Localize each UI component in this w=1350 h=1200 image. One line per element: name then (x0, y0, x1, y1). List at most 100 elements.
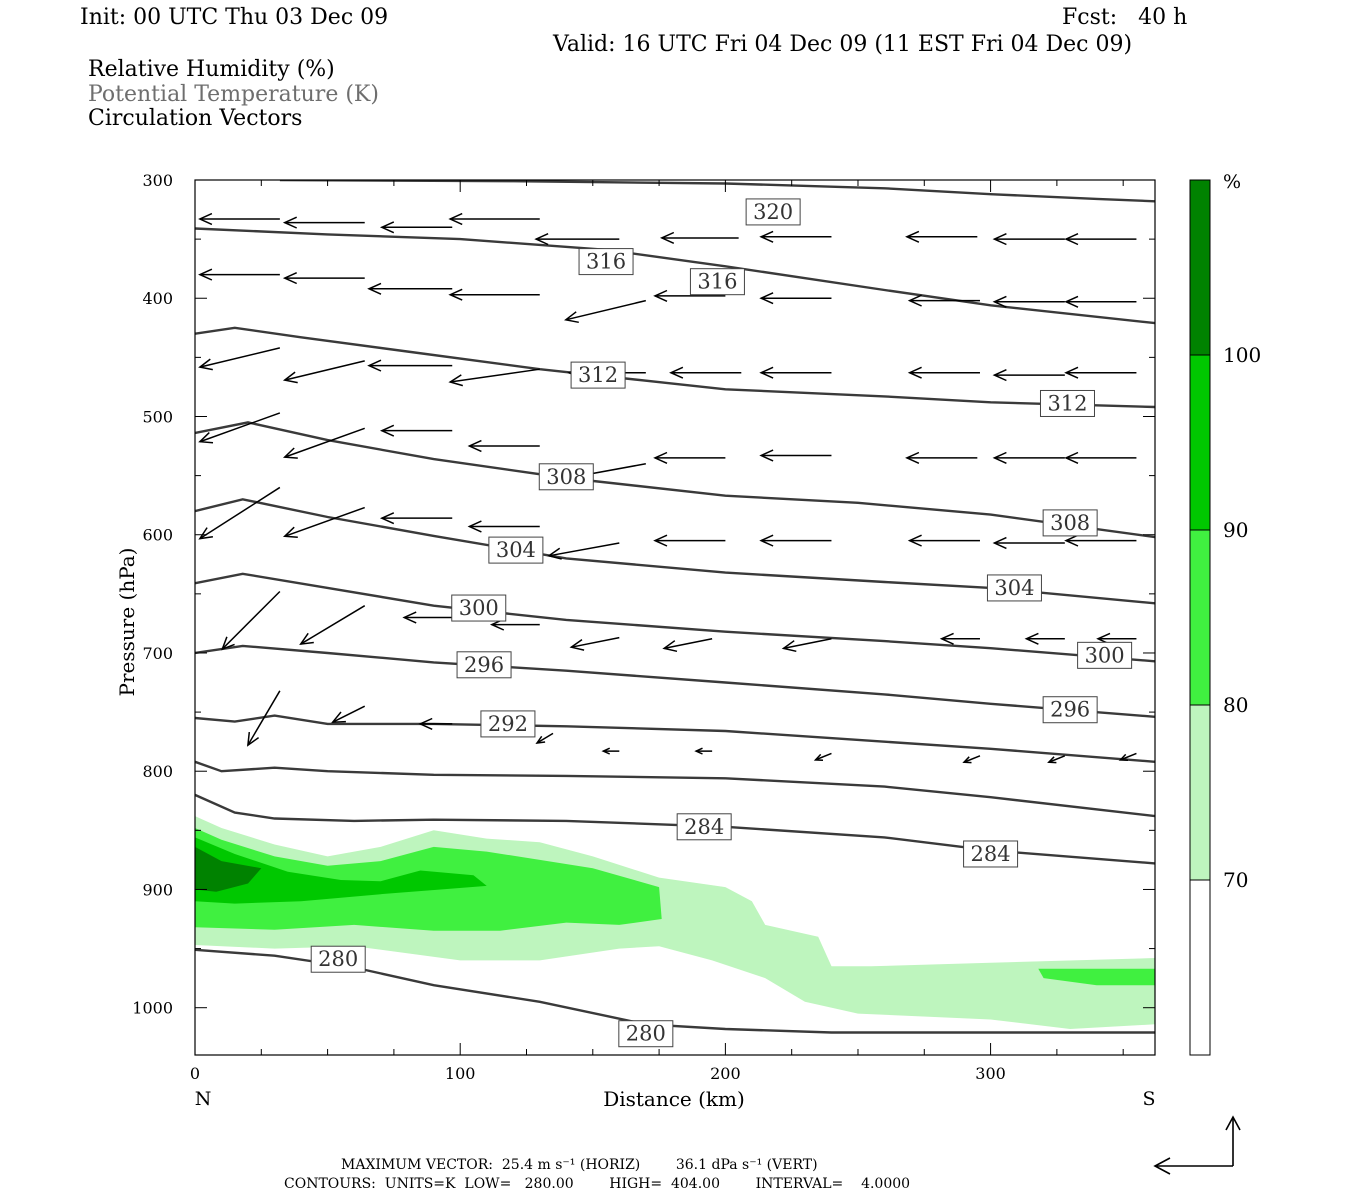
theta-contour-284 (195, 793, 1155, 865)
colorbar-label: 80 (1223, 693, 1248, 717)
vector-shaft (284, 360, 365, 381)
contour-label-box (310, 945, 366, 973)
vector-arrow (992, 451, 1065, 464)
vector-arrow (653, 289, 726, 302)
vector-head (694, 747, 703, 755)
y-tick-label: 900 (142, 880, 173, 899)
vector-head (759, 292, 774, 305)
vector-arrow (907, 294, 980, 307)
vector-head (1024, 632, 1039, 645)
vector-arrow (992, 295, 1065, 308)
theta-contour-316 (195, 227, 1155, 325)
y-tick-label: 500 (142, 407, 173, 426)
vector-head (653, 289, 668, 302)
vector-head (992, 295, 1007, 308)
vector-arrow (367, 282, 453, 295)
contour-label-box (570, 361, 626, 389)
vector-head (246, 732, 260, 747)
vector-shaft (300, 605, 366, 645)
vector-arrow (379, 512, 453, 525)
contour-label-box (689, 268, 745, 296)
vector-arrow (992, 536, 1065, 550)
contour-label: 304 (994, 576, 1034, 600)
contour-label-box (676, 813, 732, 841)
x-tick-label: 100 (445, 1064, 476, 1083)
vector-head (759, 449, 774, 462)
vector-arrow (1064, 295, 1137, 308)
axis-ticks: 300 400 500 600 700 800 900 1000 0 100 200 300 (132, 171, 1155, 1083)
vector-head (282, 272, 298, 285)
colorbar-unit: % (1223, 171, 1241, 193)
vector-arrow (759, 230, 832, 243)
legend-theta: Potential Temperature (K) (88, 82, 379, 107)
vector-arrow (418, 717, 453, 730)
vector-head (402, 611, 417, 624)
contour-label: 316 (586, 250, 626, 274)
circulation-vectors (198, 212, 1137, 764)
vector-arrow (299, 605, 366, 646)
contour-label: 308 (546, 465, 586, 489)
vector-arrow (448, 212, 540, 226)
theta-contour-320 (279, 180, 1155, 203)
contour-label-box (1077, 641, 1133, 669)
vector-head (1064, 451, 1079, 464)
y-tick-label: 800 (142, 762, 173, 781)
vector-head (418, 717, 433, 730)
y-tick-label: 700 (142, 644, 173, 663)
vector-arrow (331, 705, 366, 724)
vector-shaft (536, 732, 554, 744)
contour-label: 292 (488, 712, 528, 736)
vector-arrow (467, 520, 540, 533)
contour-label: 300 (459, 596, 499, 620)
vector-head (299, 632, 314, 646)
vector-arrow (379, 221, 453, 234)
vector-head (653, 451, 668, 464)
vector-arrow (905, 230, 978, 243)
vector-head (569, 638, 585, 651)
vector-head (448, 212, 463, 226)
vector-head (907, 366, 922, 379)
vector-head (367, 359, 382, 372)
contour-label-box (745, 198, 801, 226)
north-marker: N (195, 1088, 212, 1110)
x-tick-label: 0 (190, 1064, 200, 1083)
contour-label: 304 (496, 538, 536, 562)
theta-contour-304 (195, 498, 1155, 605)
vector-head (379, 512, 395, 525)
vector-arrow (759, 366, 832, 379)
contour-label-box (1042, 509, 1098, 537)
theta-contour-280 (195, 948, 1155, 1034)
vector-arrow (448, 368, 540, 387)
vector-head (282, 447, 298, 459)
vector-head (653, 534, 668, 547)
vector-arrow (1064, 366, 1137, 379)
contour-label-box (578, 248, 634, 276)
vector-shaft (199, 347, 281, 368)
vector-head (282, 371, 298, 384)
vector-arrow (601, 747, 620, 755)
vector-head (813, 753, 824, 761)
vector-shaft (571, 636, 620, 648)
vector-arrow (939, 632, 980, 645)
vector-head (448, 374, 464, 387)
vector-arrow (962, 755, 981, 764)
vector-head (1118, 753, 1129, 761)
vector-arrow (198, 412, 281, 444)
contour-label: 280 (626, 1022, 666, 1046)
vector-head (759, 230, 774, 243)
valid-time: Valid: 16 UTC Fri 04 Dec 09 (11 EST Fri … (553, 32, 1133, 57)
y-tick-label: 400 (142, 289, 173, 308)
vector-head (564, 311, 579, 324)
vector-head (1064, 534, 1079, 547)
vector-head (601, 747, 611, 755)
vector-head (448, 288, 463, 301)
vector-head (331, 711, 346, 724)
vector-head (905, 451, 920, 464)
vector-arrow (282, 506, 365, 539)
vector-shaft (247, 690, 281, 746)
vector-head (781, 640, 797, 653)
contour-label-box (488, 536, 544, 564)
colorbar-segment (1189, 179, 1211, 356)
vector-arrow (448, 288, 540, 301)
vector-arrow (653, 534, 726, 547)
